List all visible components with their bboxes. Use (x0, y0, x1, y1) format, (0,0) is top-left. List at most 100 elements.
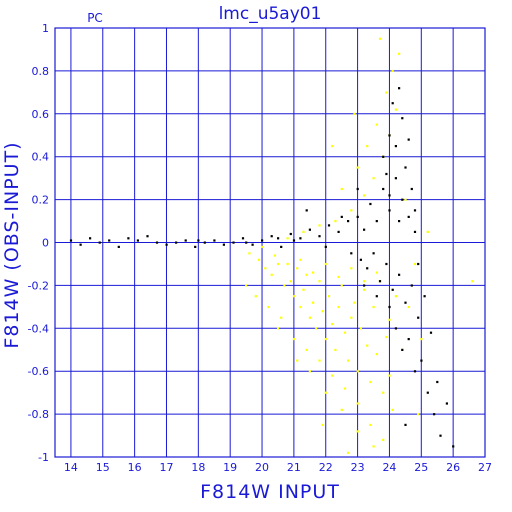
data-point (417, 262, 420, 266)
data-point (445, 402, 448, 405)
data-point (337, 305, 340, 309)
data-point (222, 243, 225, 246)
data-point (404, 166, 407, 169)
data-point (436, 380, 439, 384)
data-point (334, 220, 337, 223)
data-point (404, 198, 407, 201)
x-tick-label: 26 (446, 461, 460, 474)
x-tick-label: 21 (287, 461, 301, 474)
data-point (296, 359, 299, 362)
data-point (318, 224, 321, 227)
data-point (165, 243, 168, 246)
data-point (433, 413, 436, 416)
data-point (366, 267, 369, 270)
data-point (388, 209, 391, 212)
data-point (347, 220, 350, 223)
data-point (394, 108, 397, 111)
data-point (388, 305, 391, 309)
data-point (270, 235, 273, 238)
data-point (356, 166, 359, 169)
data-point (407, 338, 410, 341)
data-point (245, 284, 248, 287)
data-point (375, 123, 378, 126)
data-point (296, 267, 299, 270)
data-point (302, 230, 305, 233)
data-point (273, 254, 276, 257)
plot-frame (54, 27, 486, 458)
data-point (308, 370, 311, 373)
data-point (407, 305, 410, 309)
data-point (350, 267, 353, 270)
data-point (413, 209, 417, 212)
data-point (410, 284, 413, 287)
data-point (251, 243, 254, 246)
data-point (356, 187, 359, 191)
data-point (372, 445, 375, 448)
data-point (366, 145, 369, 148)
data-point (89, 237, 92, 240)
data-point (318, 235, 321, 238)
x-tick-label: 16 (128, 461, 142, 474)
data-point (350, 209, 353, 212)
data-point (327, 295, 331, 298)
data-point (394, 295, 397, 298)
data-point (363, 280, 366, 283)
data-point (350, 316, 353, 319)
y-tick-label: 0.6 (32, 108, 50, 121)
y-tick-label: -0.8 (28, 408, 49, 421)
y-tick-label: -1 (38, 451, 49, 464)
x-tick-label: 20 (255, 461, 269, 474)
data-point (264, 267, 267, 270)
data-point (471, 280, 474, 283)
data-point (356, 370, 359, 373)
data-point (394, 177, 397, 180)
data-point (353, 301, 356, 304)
data-point (340, 215, 343, 218)
data-point (302, 288, 305, 291)
data-point (356, 215, 359, 218)
data-point (423, 295, 426, 298)
data-point (184, 239, 187, 242)
data-point (382, 438, 385, 441)
data-point (315, 327, 318, 330)
data-point (407, 138, 410, 141)
data-points (69, 37, 474, 454)
data-point (350, 252, 353, 255)
data-point (369, 423, 372, 426)
data-point (136, 239, 139, 242)
data-point (420, 338, 423, 341)
data-point (359, 327, 362, 330)
data-point (401, 198, 404, 201)
data-point (353, 112, 356, 115)
data-point (413, 230, 417, 233)
data-point (398, 220, 401, 223)
data-point (331, 323, 334, 326)
data-point (299, 258, 302, 261)
data-point (356, 402, 359, 405)
data-point (286, 237, 289, 240)
data-point (356, 430, 359, 433)
data-point (378, 280, 382, 283)
data-point (340, 187, 343, 191)
data-point (369, 202, 372, 206)
data-point (267, 305, 270, 309)
data-point (417, 316, 420, 319)
data-point (388, 374, 391, 377)
data-point (363, 228, 366, 231)
data-point (312, 301, 315, 304)
data-point (340, 408, 343, 411)
data-point (283, 284, 286, 287)
data-point (241, 237, 245, 240)
y-axis-label: F814W (OBS-INPUT) (1, 141, 23, 348)
data-point (289, 232, 292, 236)
data-point (404, 301, 407, 304)
data-point (280, 316, 283, 319)
data-point (292, 295, 296, 298)
data-point (372, 177, 375, 180)
data-point (394, 145, 397, 148)
data-point (331, 145, 334, 148)
data-point (324, 262, 327, 266)
x-axis-label: F814W INPUT (200, 481, 340, 503)
data-point (401, 117, 404, 120)
